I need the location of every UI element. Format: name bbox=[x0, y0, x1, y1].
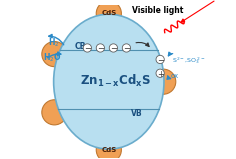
Circle shape bbox=[151, 69, 176, 94]
Text: ox: ox bbox=[171, 73, 179, 79]
Circle shape bbox=[96, 137, 121, 159]
Text: CdS: CdS bbox=[101, 147, 116, 153]
Circle shape bbox=[42, 100, 67, 125]
Text: −: − bbox=[84, 44, 91, 53]
Text: CB: CB bbox=[74, 42, 86, 51]
Circle shape bbox=[96, 1, 121, 26]
Text: S$^{2-}$,SO$_3^{\ 2-}$: S$^{2-}$,SO$_3^{\ 2-}$ bbox=[173, 56, 206, 66]
Text: −: − bbox=[123, 44, 130, 53]
Circle shape bbox=[42, 41, 67, 67]
Text: −: − bbox=[110, 44, 117, 53]
Text: CdS: CdS bbox=[101, 10, 116, 17]
Text: −: − bbox=[97, 44, 104, 53]
Text: +: + bbox=[157, 69, 164, 79]
Text: VB: VB bbox=[131, 109, 143, 118]
Circle shape bbox=[156, 69, 164, 77]
Circle shape bbox=[156, 55, 164, 64]
Circle shape bbox=[122, 44, 131, 52]
Circle shape bbox=[109, 44, 118, 52]
Circle shape bbox=[83, 44, 92, 52]
Text: H$_2$: H$_2$ bbox=[47, 36, 59, 49]
Circle shape bbox=[96, 44, 105, 52]
Text: −: − bbox=[157, 56, 164, 65]
Ellipse shape bbox=[54, 14, 164, 149]
Text: $\mathbf{Zn_{1-x}Cd_xS}$: $\mathbf{Zn_{1-x}Cd_xS}$ bbox=[80, 73, 151, 89]
Text: Visible light: Visible light bbox=[132, 6, 184, 15]
Text: H$_2$O: H$_2$O bbox=[43, 52, 62, 64]
